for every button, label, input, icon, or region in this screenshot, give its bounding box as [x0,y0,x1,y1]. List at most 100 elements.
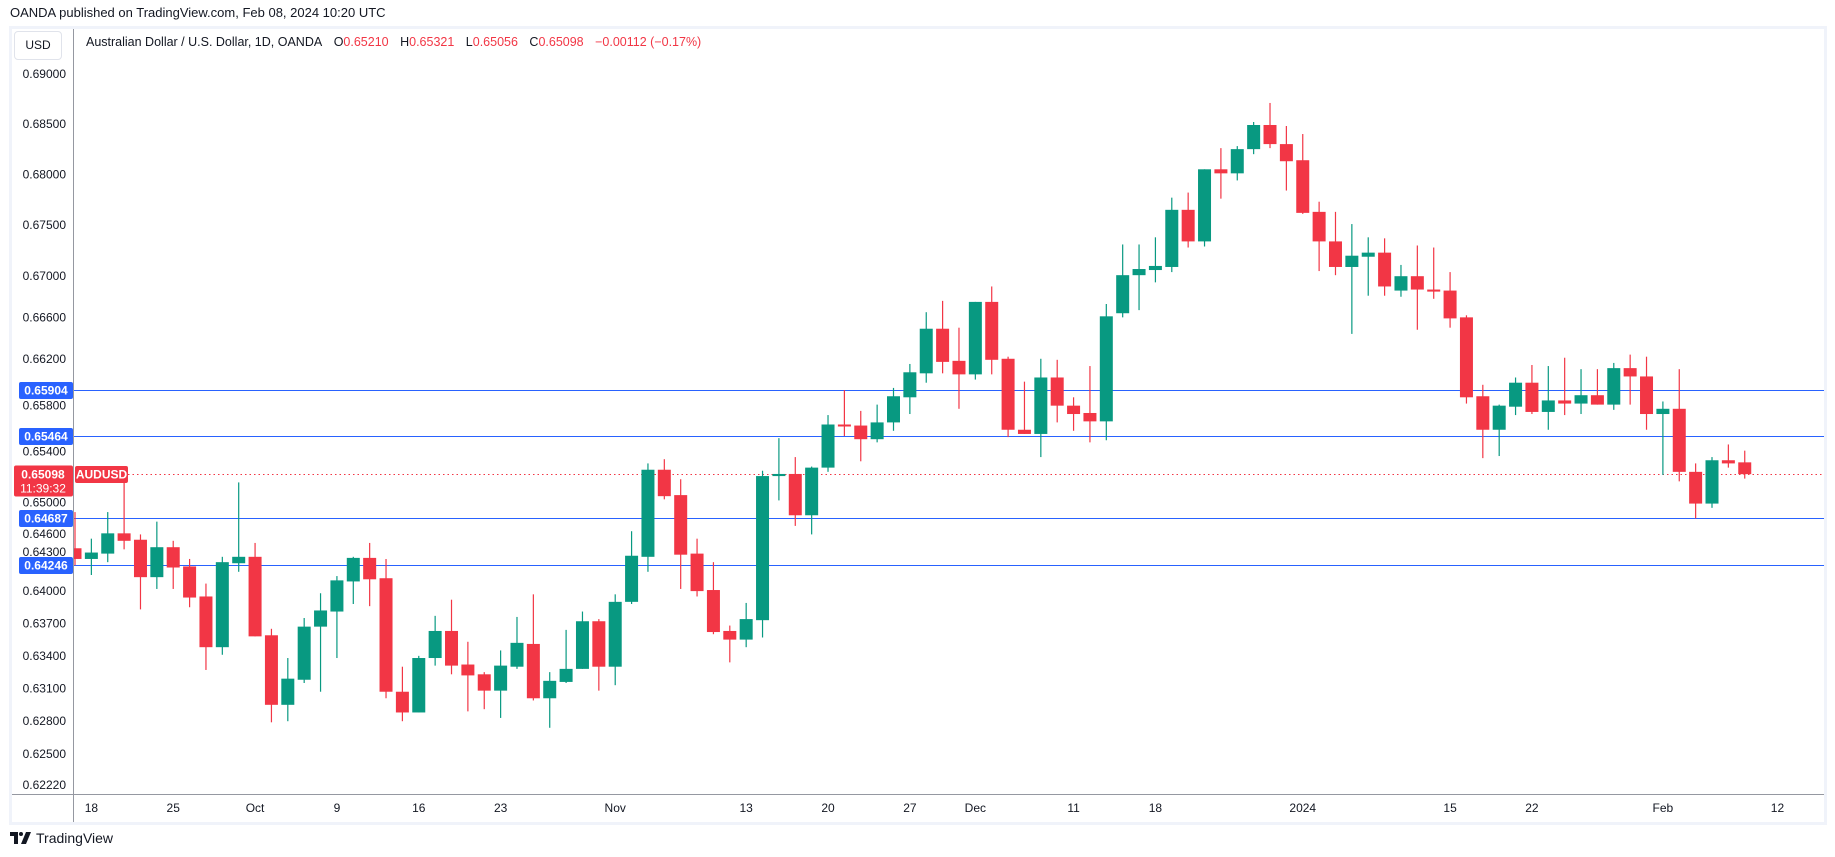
candle[interactable] [1721,444,1735,468]
candle[interactable] [1541,366,1555,430]
candle[interactable] [1017,381,1031,434]
candle[interactable] [1623,354,1637,405]
candle[interactable] [346,556,360,605]
candle[interactable] [232,482,246,572]
candle[interactable] [1296,134,1310,214]
candle[interactable] [1279,126,1293,191]
candle[interactable] [1656,401,1670,476]
candle[interactable] [1050,359,1064,423]
candle[interactable] [1640,356,1654,430]
candle[interactable] [395,666,409,722]
candle[interactable] [1525,365,1539,415]
candle[interactable] [559,629,573,684]
candle[interactable] [1345,224,1359,334]
candle[interactable] [314,593,328,692]
candle[interactable] [903,363,917,415]
candle[interactable] [1067,397,1081,431]
candle[interactable] [1230,146,1244,181]
candle[interactable] [183,558,197,608]
candle[interactable] [1001,356,1015,438]
candle[interactable] [1378,238,1392,296]
candle[interactable] [788,457,802,526]
candle[interactable] [1116,244,1130,318]
candle[interactable] [919,312,933,383]
candle[interactable] [428,615,442,666]
candle[interactable] [69,512,82,566]
candle[interactable] [101,512,115,563]
candle[interactable] [805,466,819,535]
candle[interactable] [1394,264,1408,297]
plot-area[interactable] [69,102,1825,728]
candle[interactable] [821,415,835,472]
candle[interactable] [1705,457,1719,508]
candle[interactable] [1132,244,1146,311]
candle[interactable] [526,594,540,701]
candle[interactable] [166,540,180,589]
candle[interactable] [641,463,655,572]
candle[interactable] [117,481,131,550]
candle[interactable] [215,556,229,655]
candle[interactable] [1099,303,1113,441]
candle[interactable] [1198,169,1212,247]
candle[interactable] [1607,362,1621,410]
candle[interactable] [264,628,278,723]
candle[interactable] [1148,237,1162,283]
candle[interactable] [706,562,720,635]
candle[interactable] [379,558,393,699]
candle[interactable] [1590,369,1604,405]
candle[interactable] [1247,121,1261,155]
candle[interactable] [84,538,98,576]
candle[interactable] [412,655,426,713]
candle[interactable] [1328,211,1342,276]
candle[interactable] [461,641,475,712]
candle[interactable] [854,410,868,462]
candle[interactable] [1263,102,1277,149]
candle[interactable] [477,672,491,710]
candle[interactable] [723,625,737,663]
candle[interactable] [1476,384,1490,459]
candle[interactable] [281,658,295,722]
candle[interactable] [870,404,884,443]
candle[interactable] [1214,148,1228,199]
candle[interactable] [1509,377,1523,416]
currency-button[interactable]: USD [14,31,62,60]
candle[interactable] [756,470,770,638]
candle[interactable] [952,327,966,409]
candle[interactable] [690,538,704,597]
candle[interactable] [494,650,508,718]
candle[interactable] [985,286,999,375]
candle[interactable] [1492,404,1506,457]
candle[interactable] [1689,463,1703,519]
candle[interactable] [510,616,524,669]
candle[interactable] [1312,201,1326,272]
candle[interactable] [1672,369,1686,482]
candle[interactable] [1410,245,1424,330]
candle[interactable] [133,534,147,610]
candle[interactable] [199,583,213,670]
candle[interactable] [1165,197,1179,273]
candle[interactable] [592,619,606,691]
candle[interactable] [1738,450,1752,479]
candle[interactable] [1574,369,1588,415]
candle[interactable] [543,672,557,728]
candle[interactable] [837,389,851,437]
candle[interactable] [608,594,622,686]
candle[interactable] [1181,192,1195,248]
candle[interactable] [1459,315,1473,404]
candle[interactable] [625,531,639,605]
candle[interactable] [297,618,311,684]
candle[interactable] [887,387,900,431]
candle[interactable] [739,602,753,648]
candle[interactable] [150,521,164,589]
candle[interactable] [936,300,950,374]
candle[interactable] [674,479,688,589]
candle[interactable] [1443,272,1457,328]
candle[interactable] [575,611,589,669]
tradingview-logo[interactable]: TradingView [10,830,113,846]
candle[interactable] [445,599,459,675]
symbol-title[interactable]: Australian Dollar / U.S. Dollar, 1D, OAN… [86,35,323,49]
candle[interactable] [1083,366,1097,443]
candle[interactable] [248,542,262,637]
candle[interactable] [1427,247,1441,299]
